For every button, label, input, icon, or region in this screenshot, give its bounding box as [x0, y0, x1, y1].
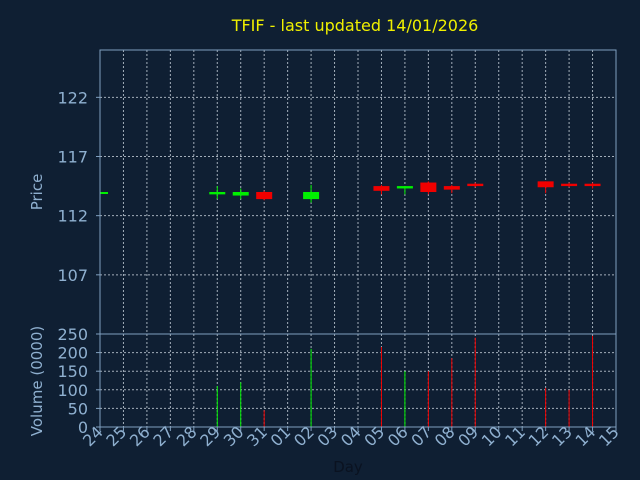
- candle: [467, 182, 484, 188]
- candle-body: [467, 183, 484, 187]
- volume-bar: [427, 371, 429, 427]
- candle-body: [232, 192, 249, 196]
- volume-bar: [380, 347, 382, 427]
- candle-body: [100, 192, 108, 194]
- volume-tick-label: 100: [57, 381, 88, 400]
- candle-body: [256, 192, 273, 200]
- volume-tick-label: 50: [68, 399, 88, 418]
- price-y-ticks: 107 112 117 122: [57, 88, 100, 285]
- candle: [256, 190, 273, 201]
- volume-axis-label: Volume (0000): [28, 326, 46, 436]
- volume-bar: [216, 386, 218, 427]
- volume-grid: [100, 334, 617, 427]
- candle: [561, 182, 578, 188]
- candle-body: [537, 181, 554, 188]
- price-candles: [99, 181, 601, 203]
- chart-title: TFIF - last updated 14/01/2026: [231, 16, 479, 35]
- candle: [373, 184, 390, 195]
- candle: [396, 186, 413, 195]
- volume-bar: [451, 358, 453, 427]
- price-tick-label: 122: [57, 88, 88, 107]
- candle: [303, 184, 320, 203]
- volume-bar: [474, 337, 476, 427]
- price-tick-label: 112: [57, 207, 88, 226]
- candle-body: [420, 182, 437, 192]
- volume-tick-label: 150: [57, 362, 88, 381]
- candle: [443, 184, 460, 194]
- volume-bar: [545, 387, 547, 427]
- volume-tick-label: 250: [57, 325, 88, 344]
- price-tick-label: 107: [57, 266, 88, 285]
- candle: [420, 181, 437, 195]
- candle-body: [373, 186, 390, 191]
- volume-bar: [310, 348, 312, 427]
- volume-bar: [568, 389, 570, 427]
- volume-bar: [263, 410, 265, 427]
- volume-tick-label: 200: [57, 344, 88, 363]
- candle: [209, 186, 226, 200]
- volume-bars: [216, 335, 594, 427]
- volume-bar: [592, 335, 594, 427]
- candle: [232, 188, 249, 200]
- x-ticks: 2425262728293031010203040506070809101112…: [79, 422, 623, 450]
- volume-bar: [240, 382, 242, 427]
- price-tick-label: 117: [57, 148, 88, 167]
- candle: [537, 181, 554, 194]
- candle-body: [584, 183, 601, 187]
- candle: [584, 182, 601, 189]
- volume-bar: [404, 371, 406, 427]
- candle-body: [396, 186, 413, 189]
- candle: [99, 192, 108, 195]
- price-grid: [100, 50, 616, 334]
- candle-body: [303, 192, 320, 200]
- candle-body: [561, 183, 578, 187]
- price-axis-label: Price: [28, 174, 46, 211]
- candle-body: [209, 192, 226, 195]
- candle-body: [443, 186, 460, 190]
- x-axis-label: Day: [333, 458, 363, 476]
- volume-tick-label: 0: [78, 418, 88, 437]
